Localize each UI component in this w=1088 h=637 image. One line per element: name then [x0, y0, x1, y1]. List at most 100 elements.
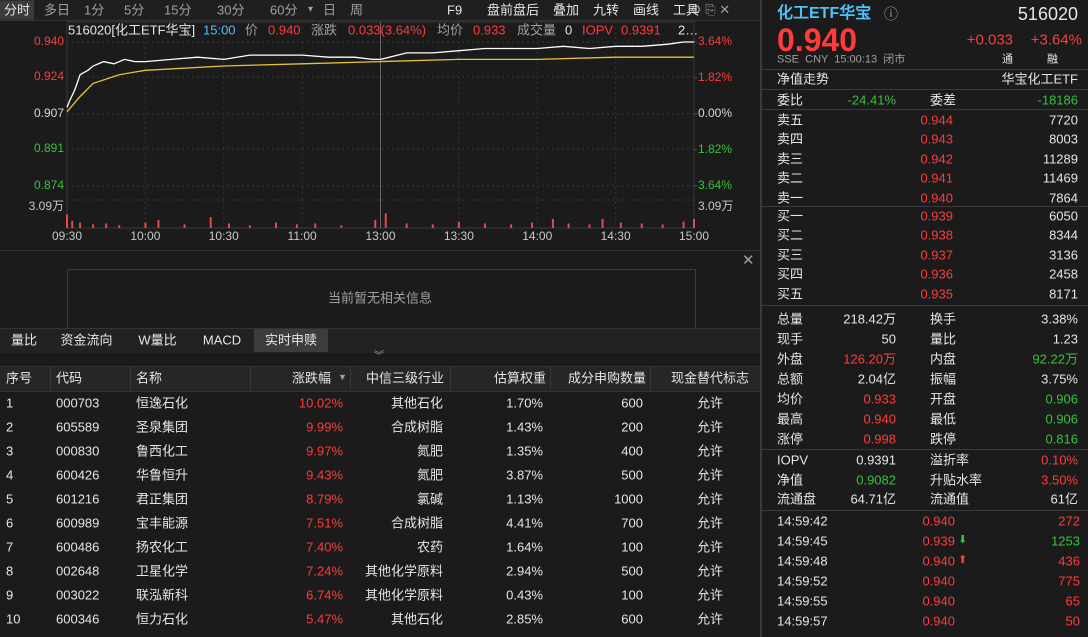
table-cell: 1 — [6, 395, 14, 411]
column-header[interactable]: 成分申购数量 — [567, 370, 647, 386]
bottom-tab[interactable]: 资金流向 — [60, 332, 113, 348]
table-cell: 9.97% — [306, 443, 343, 459]
etf-value: 64.71亿 — [850, 491, 896, 507]
period-tab[interactable]: 30分 — [217, 2, 245, 18]
volume-bar — [567, 223, 570, 228]
label: 总量 — [777, 311, 804, 327]
x-tick-label: 14:00 — [522, 229, 552, 243]
table-cell: 600486 — [56, 539, 100, 555]
book-volume: 8344 — [1049, 227, 1078, 243]
column-header[interactable]: 序号 — [6, 370, 33, 386]
book-level: 买一 — [777, 208, 804, 224]
label: 溢折率 — [930, 452, 970, 468]
badge: 融 — [1047, 53, 1058, 66]
y-tick-label: 0.891 — [34, 141, 64, 155]
book-volume: 8003 — [1049, 131, 1078, 147]
column-header[interactable]: 涨跌幅 — [292, 370, 332, 386]
tool-button[interactable]: 叠加 — [553, 2, 580, 18]
column-header[interactable]: 估算权重 — [493, 370, 547, 386]
bottom-tab[interactable]: 量比 — [10, 332, 38, 348]
volume-bar — [457, 221, 460, 228]
label: -24.41% — [847, 92, 896, 108]
table-cell: 7 — [6, 539, 14, 555]
volume-bar — [275, 222, 277, 228]
period-tab[interactable]: 60分 — [270, 2, 298, 18]
volume-bar — [340, 225, 343, 228]
chart-header: 价 — [245, 22, 259, 38]
bottom-tab[interactable]: W量比 — [138, 332, 177, 348]
volume-bar — [314, 223, 317, 228]
tool-button[interactable]: 九转 — [593, 2, 620, 18]
label: 量比 — [930, 331, 957, 347]
volume-bar — [118, 225, 121, 228]
table-cell: 允许 — [696, 467, 724, 483]
sort-icon[interactable]: ▼ — [338, 372, 347, 382]
tick-volume: 1253 — [1051, 533, 1080, 549]
book-volume: 7720 — [1049, 112, 1078, 128]
tool-button[interactable]: F9 — [447, 2, 463, 18]
stat-value: 0.906 — [1045, 391, 1078, 407]
period-tab[interactable]: 多日 — [44, 2, 71, 18]
info-icon[interactable]: ⓘ — [884, 6, 898, 22]
volume-bar — [183, 224, 186, 228]
close-button[interactable]: ✕ — [742, 252, 755, 269]
period-tab[interactable]: 15分 — [164, 2, 192, 18]
label: IOPV — [777, 452, 809, 468]
label: 现手 — [777, 331, 804, 347]
table-cell: 扬农化工 — [136, 539, 189, 555]
tick-price: 0.940 — [922, 553, 955, 569]
chart-header: 0.033(3.64%) — [348, 22, 427, 38]
table-cell: 允许 — [696, 587, 724, 603]
table-cell: 7.51% — [306, 515, 343, 531]
label: 最低 — [930, 411, 957, 427]
collapse-icon[interactable]: ︾ — [374, 351, 384, 362]
period-tab[interactable]: 1分 — [84, 2, 105, 18]
period-tab[interactable]: 日 — [323, 2, 337, 18]
settings-icon[interactable]: ⚙ ⎘ ✕ — [690, 2, 731, 17]
period-tab[interactable]: 5分 — [124, 2, 145, 18]
y2-tick-label: 3.64% — [698, 34, 732, 48]
separator — [762, 89, 1088, 90]
table-cell: 9.43% — [306, 467, 343, 483]
table-cell: 5.47% — [306, 611, 343, 627]
tick-time: 14:59:42 — [777, 513, 828, 529]
table-cell: 600 — [621, 611, 643, 627]
period-tab[interactable]: 分时 — [0, 0, 35, 20]
table-cell: 其他化学原料 — [364, 563, 443, 579]
label: 涨停 — [777, 431, 804, 447]
tool-button[interactable]: 画线 — [633, 2, 660, 18]
badge: 通 — [1002, 53, 1013, 66]
table-cell: 恒逸石化 — [136, 395, 189, 411]
dropdown-icon[interactable]: ▾ — [308, 4, 314, 15]
chart-header: 涨跌 — [311, 22, 338, 38]
tool-button[interactable]: 盘前盘后 — [487, 2, 540, 18]
nav-trend-link[interactable]: 净值走势 — [777, 71, 830, 87]
table-cell: 2.94% — [506, 563, 543, 579]
column-header[interactable]: 现金替代标志 — [670, 370, 750, 386]
bottom-tab[interactable]: MACD — [202, 332, 242, 348]
bottom-tab[interactable]: 实时申赎 — [264, 332, 318, 348]
tick-volume: 775 — [1058, 573, 1080, 589]
table-cell: 合成树脂 — [390, 515, 443, 531]
column-header[interactable]: 名称 — [136, 370, 163, 386]
table-cell: 合成树脂 — [390, 419, 443, 435]
last-price: 0.940 — [777, 22, 858, 58]
period-tab[interactable]: 周 — [350, 2, 364, 18]
label: 委差 — [930, 92, 957, 108]
volume-bar — [157, 219, 160, 228]
price-change: +0.033 — [966, 31, 1013, 49]
book-price: 0.939 — [920, 208, 953, 224]
label: 委比 — [777, 92, 804, 108]
volume-bar — [227, 223, 230, 228]
table-cell: 200 — [621, 419, 643, 435]
tool-button[interactable]: 工具 — [673, 2, 700, 18]
column-header[interactable]: 中信三级行业 — [365, 370, 445, 386]
chart-header: 0.9391 — [621, 22, 661, 38]
book-volume: 7864 — [1049, 190, 1078, 206]
tick-price: 0.940 — [922, 573, 955, 589]
chart-header: 15:00 — [203, 22, 236, 38]
volume-bar — [295, 224, 298, 228]
column-header[interactable]: 代码 — [56, 370, 83, 386]
volume-bar — [405, 223, 408, 228]
volume-bar — [209, 217, 212, 228]
